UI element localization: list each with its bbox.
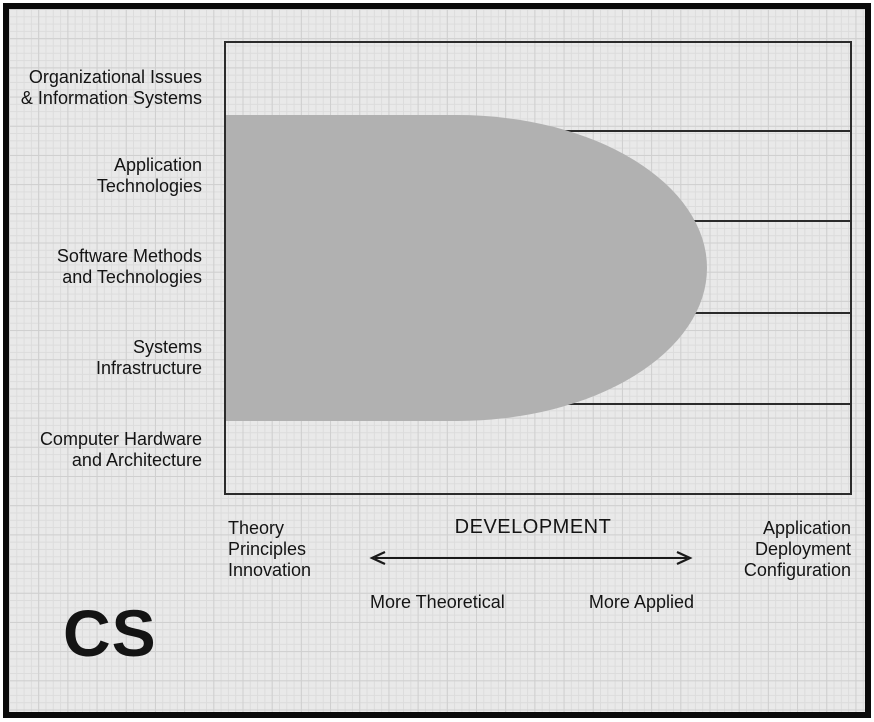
category-label-organizational-issues: Organizational Issues & Information Syst… [20,67,202,108]
discipline-abbreviation: CS [63,596,157,670]
category-label-software-methods: Software Methods and Technologies [56,246,202,287]
chart-area [224,41,852,495]
category-label-computer-hardware: Computer Hardware and Architecture [39,429,202,470]
caption-more-theoretical: More Theoretical [370,592,505,612]
axis-label-theory: Theory Principles Innovation [228,518,312,580]
category-label-application-technologies: Application Technologies [96,155,202,196]
axis-label-application: Application Deployment Configuration [743,518,851,580]
cs-coverage-region [226,115,707,421]
double-arrow-icon [369,551,693,565]
axis-title-development: DEVELOPMENT [454,516,612,538]
caption-more-applied: More Applied [588,592,694,612]
category-label-systems-infrastructure: Systems Infrastructure [95,337,202,378]
